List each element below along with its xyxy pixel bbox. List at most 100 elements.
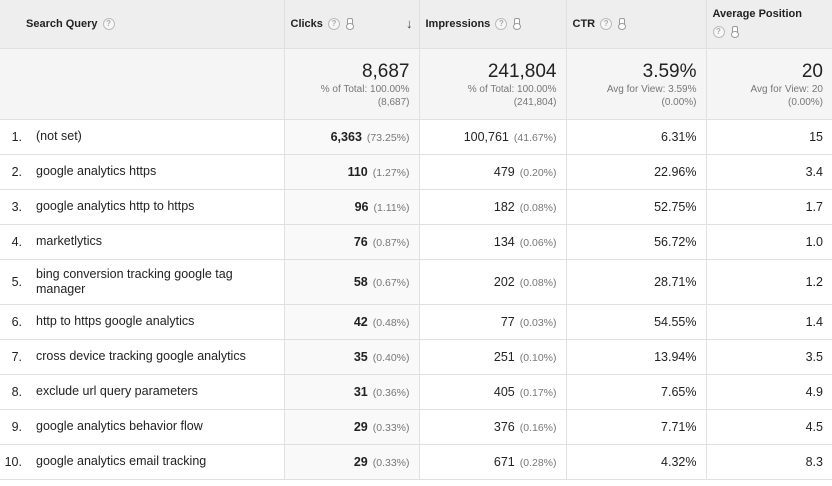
table-row[interactable]: 10. google analytics email tracking 29 (0.3… xyxy=(0,444,832,480)
table-row[interactable]: 6. http to https google analytics 42 (0.48%… xyxy=(0,304,832,340)
clicks-cell: 110 (1.27%) xyxy=(284,154,420,190)
help-icon[interactable]: ? xyxy=(600,17,613,30)
clicks-value: 31 xyxy=(353,384,368,399)
totals-impressions: 241,804 % of Total: 100.00% (241,804) xyxy=(419,48,567,120)
impressions-cell: 202 (0.08%) xyxy=(419,259,567,305)
table-row[interactable]: 7. cross device tracking google analytics… xyxy=(0,339,832,375)
search-query-text[interactable]: bing conversion tracking google tag mana… xyxy=(36,266,233,296)
ctr-value: 4.32% xyxy=(661,454,697,469)
column-header-clicks[interactable]: Clicks ? ↓ xyxy=(284,0,420,49)
sort-descending-icon[interactable]: ↓ xyxy=(406,16,413,32)
clicks-value: 35 xyxy=(353,349,368,364)
ctr-cell: 22.96% xyxy=(566,154,707,190)
clicks-value: 76 xyxy=(353,234,368,249)
header-row: Search Query ? Clicks ? ↓ Impressions ? xyxy=(0,0,832,49)
table-row[interactable]: 2. google analytics https 110 (1.27%) 479 (0.… xyxy=(0,154,832,190)
query-cell: 8. exclude url query parameters xyxy=(0,374,285,410)
help-icon[interactable]: ? xyxy=(712,26,725,38)
column-header-average-position[interactable]: Average Position ? xyxy=(706,0,832,49)
clicks-cell: 35 (0.40%) xyxy=(284,339,420,375)
average-position-value: 3.5 xyxy=(805,349,823,364)
impressions-percent: (0.16%) xyxy=(519,421,557,434)
impressions-percent: (0.08%) xyxy=(519,276,557,289)
row-index: 10. xyxy=(4,454,22,469)
clicks-percent: (0.48%) xyxy=(372,316,410,329)
average-position-cell: 3.4 xyxy=(706,154,832,190)
average-position-value: 1.2 xyxy=(805,274,823,289)
query-cell: 3. google analytics http to https xyxy=(0,189,285,225)
help-icon[interactable]: ? xyxy=(327,17,340,30)
average-position-cell: 4.9 xyxy=(706,374,832,410)
thermometer-icon[interactable] xyxy=(345,17,354,30)
thermometer-icon[interactable] xyxy=(512,17,522,30)
table-row[interactable]: 9. google analytics behavior flow 29 (0.33%… xyxy=(0,409,832,445)
search-query-text[interactable]: exclude url query parameters xyxy=(36,384,198,398)
search-query-text[interactable]: google analytics https xyxy=(36,164,157,178)
clicks-cell: 29 (0.33%) xyxy=(284,444,420,480)
search-query-text[interactable]: marketlytics xyxy=(36,234,102,248)
impressions-value: 671 xyxy=(493,454,515,469)
search-query-text[interactable]: http to https google analytics xyxy=(36,314,195,328)
clicks-percent: (0.87%) xyxy=(372,236,410,249)
impressions-percent: (0.20%) xyxy=(519,166,557,179)
total-delta: (0.00%) xyxy=(661,96,697,108)
impressions-value: 77 xyxy=(500,314,515,329)
impressions-value: 405 xyxy=(493,384,515,399)
search-query-text[interactable]: cross device tracking google analytics xyxy=(36,349,246,363)
clicks-value: 110 xyxy=(347,164,368,179)
search-query-text[interactable]: google analytics behavior flow xyxy=(36,419,203,433)
column-header-impressions[interactable]: Impressions ? xyxy=(419,0,567,49)
row-index: 7. xyxy=(11,349,22,364)
help-icon[interactable]: ? xyxy=(495,17,508,30)
column-header-search-query[interactable]: Search Query ? xyxy=(0,0,285,49)
table-row[interactable]: 1. (not set) 6,363 (73.25%) 100,761 (41.67%) 6… xyxy=(0,119,832,155)
total-delta: (0.00%) xyxy=(787,96,823,108)
average-position-cell: 15 xyxy=(706,119,832,155)
table-row[interactable]: 4. marketlytics 76 (0.87%) 134 (0.06%) 56.72% 1… xyxy=(0,224,832,260)
ctr-value: 7.65% xyxy=(661,384,697,399)
query-cell: 9. google analytics behavior flow xyxy=(0,409,285,445)
clicks-value: 96 xyxy=(354,199,369,214)
impressions-cell: 182 (0.08%) xyxy=(419,189,567,225)
row-index: 1. xyxy=(11,129,22,144)
ctr-cell: 4.32% xyxy=(566,444,707,480)
table-row[interactable]: 8. exclude url query parameters 31 (0.36%) 4… xyxy=(0,374,832,410)
row-index: 6. xyxy=(11,314,22,329)
search-query-text[interactable]: google analytics http to https xyxy=(36,199,195,213)
search-query-text[interactable]: google analytics email tracking xyxy=(36,454,207,468)
ctr-value: 52.75% xyxy=(654,199,697,214)
ctr-cell: 28.71% xyxy=(566,259,707,305)
average-position-value: 4.9 xyxy=(805,384,823,399)
total-share: % of Total: 100.00% xyxy=(467,83,557,95)
query-cell: 2. google analytics https xyxy=(0,154,285,190)
average-position-value: 15 xyxy=(809,129,823,144)
total-value: 8,687 xyxy=(361,60,410,82)
impressions-cell: 671 (0.28%) xyxy=(419,444,567,480)
average-position-value: 1.7 xyxy=(805,199,823,214)
ctr-value: 54.55% xyxy=(654,314,697,329)
ctr-cell: 56.72% xyxy=(566,224,707,260)
help-icon[interactable]: ? xyxy=(102,17,115,30)
ctr-value: 6.31% xyxy=(661,129,697,144)
totals-row: 8,687 % of Total: 100.00% (8,687) 241,80… xyxy=(0,48,832,120)
column-label: Search Query xyxy=(26,17,98,30)
totals-clicks: 8,687 % of Total: 100.00% (8,687) xyxy=(284,48,420,120)
clicks-percent: (0.67%) xyxy=(372,276,410,289)
impressions-percent: (0.10%) xyxy=(519,351,557,364)
total-value: 241,804 xyxy=(487,60,557,82)
column-label: Impressions xyxy=(425,17,491,30)
thermometer-icon[interactable] xyxy=(730,26,739,38)
row-index: 4. xyxy=(11,234,22,249)
clicks-value: 42 xyxy=(353,314,368,329)
table-row[interactable]: 3. google analytics http to https 96 (1.11%… xyxy=(0,189,832,225)
column-header-ctr[interactable]: CTR ? xyxy=(566,0,707,49)
average-position-cell: 3.5 xyxy=(706,339,832,375)
clicks-percent: (0.36%) xyxy=(372,386,410,399)
thermometer-icon[interactable] xyxy=(617,17,627,30)
row-index: 9. xyxy=(11,419,22,434)
search-query-text[interactable]: (not set) xyxy=(36,129,82,143)
total-absolute: (241,804) xyxy=(513,96,557,108)
ctr-cell: 7.65% xyxy=(566,374,707,410)
query-cell: 10. google analytics email tracking xyxy=(0,444,285,480)
table-row[interactable]: 5. bing conversion tracking google tag ma… xyxy=(0,259,832,305)
